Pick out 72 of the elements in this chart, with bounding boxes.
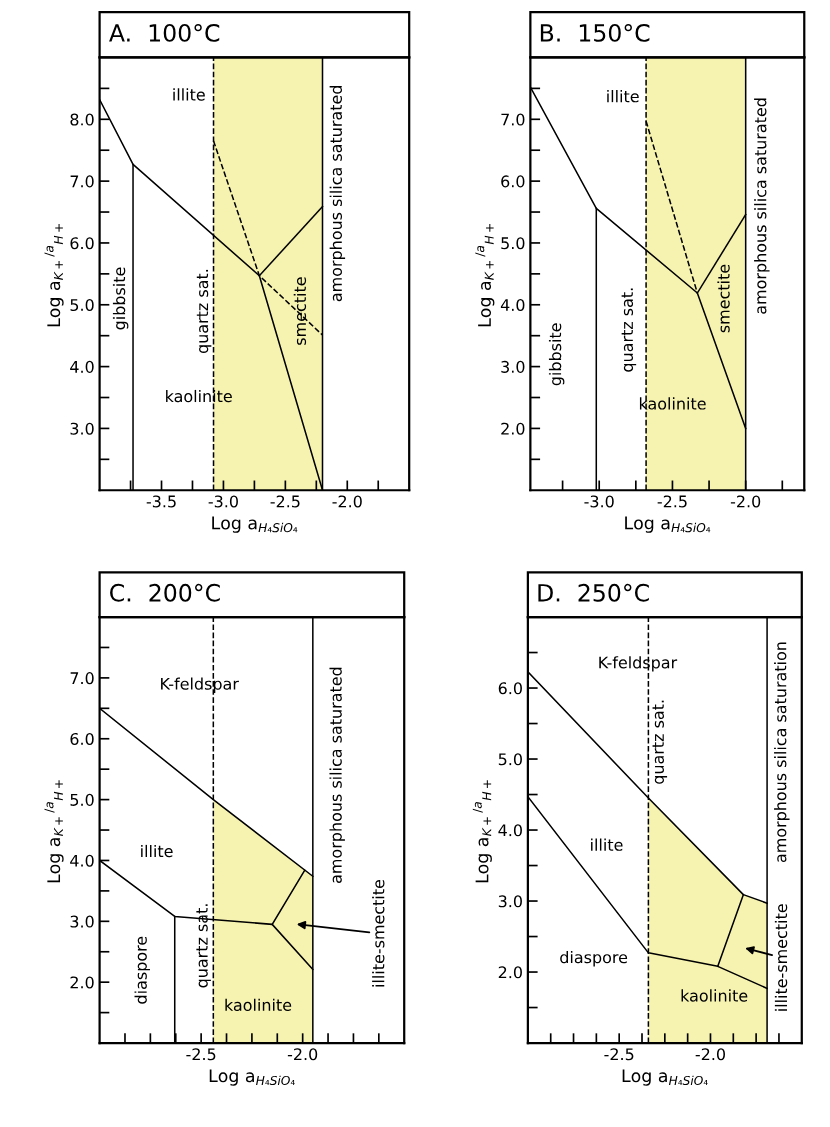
annotation: illite [141,844,173,858]
y-tick-label: 3.0 [70,422,94,435]
annotation: amorphous silica saturated [754,98,770,314]
y-tick-label: 5.0 [70,298,94,312]
annotation: diaspore [560,950,628,967]
y-axis-title: Log a$_{K+}$$^{/a}$$_{H+}$ [44,224,64,327]
x-tick-label: -3.5 [146,495,176,508]
annotation: smectite [717,264,730,333]
x-tick-label: -3.0 [584,495,614,508]
y-tick-label: 6.0 [70,732,94,746]
x-tick-label: -2.0 [287,1048,318,1061]
y-axis-title: Log a$_{K+}$$^{/a}$$_{H+}$ [44,780,64,883]
annotation: quartz sat. [621,288,637,372]
y-tick-label: 3.0 [70,915,94,928]
x-axis-title: Log a$_{H₄SiO₄}$ [622,1069,708,1086]
annotation: quartz sat. [196,269,212,354]
y-tick-label: 3.0 [498,895,522,908]
annotation: amorphous silica saturated [329,86,346,302]
annotation: amorphous silica saturation [774,642,790,863]
annotation: gibbsite [548,323,565,386]
annotation: smectite [293,277,307,345]
annotation: quartz sat. [196,904,211,988]
annotation: quartz sat. [652,700,668,784]
x-tick-label: -2.5 [604,1048,634,1061]
x-tick-label: -2.0 [695,1048,725,1061]
y-tick-label: 6.0 [70,237,94,250]
y-tick-label: 2.0 [498,966,522,979]
y-tick-label: 4.0 [500,298,525,312]
annotation: illite [607,90,639,103]
y-tick-label: 3.0 [501,360,525,373]
y-tick-label: 4.0 [70,854,94,867]
annotation: illite [173,88,205,101]
annotation: kaolinite [639,397,706,410]
x-tick-label: -2.5 [270,495,300,508]
annotation: illite-smectite [774,904,788,1011]
y-axis-title: Log a$_{K+}$$^{/a}$$_{H+}$ [472,780,492,883]
annotation: amorphous silica saturated [329,667,345,883]
y-tick-label: 5.0 [70,793,94,806]
y-tick-label: 2.0 [70,976,94,989]
y-tick-label: 5.0 [498,753,522,766]
y-tick-label: 4.0 [70,360,94,373]
annotation: kaolinite [225,998,292,1012]
y-tick-label: 6.0 [498,682,522,695]
x-tick-label: -2.0 [730,495,761,508]
y-tick-label: 4.0 [498,824,522,837]
x-axis-title: Log a$_{H₄SiO₄}$ [625,516,711,533]
y-tick-label: 2.0 [501,422,525,435]
annotation: K-feldspar [599,656,678,672]
y-tick-label: 6.0 [501,175,525,188]
annotation: diaspore [134,936,150,1004]
x-tick-label: -2.0 [332,495,362,508]
x-tick-label: -2.5 [186,1048,216,1061]
chart-title: D. 250°C [538,583,649,602]
y-tick-label: 7.0 [70,672,94,685]
x-axis-title: Log a$_{H₄SiO₄}$ [212,516,298,533]
annotation: kaolinite [166,389,232,403]
annotation: illite [591,838,623,851]
y-tick-label: 5.0 [501,237,525,250]
y-axis-title: Log a$_{K+}$$^{/a}$$_{H+}$ [475,224,495,327]
y-tick-label: 7.0 [70,175,94,188]
y-tick-label: 8.0 [70,113,94,126]
chart-title: B. 150°C [540,23,650,42]
x-axis-title: Log a$_{H₄SiO₄}$ [209,1069,295,1086]
annotation: gibbsite [112,267,129,330]
annotation: kaolinite [681,989,748,1002]
chart-title: C. 200°C [110,583,220,602]
x-tick-label: -2.5 [657,495,687,508]
annotation: K-feldspar [161,677,239,693]
x-tick-label: -3.0 [208,495,238,508]
chart-title: A. 100°C [109,23,220,42]
annotation: illite-smectite [372,879,385,987]
y-tick-label: 7.0 [501,113,525,126]
